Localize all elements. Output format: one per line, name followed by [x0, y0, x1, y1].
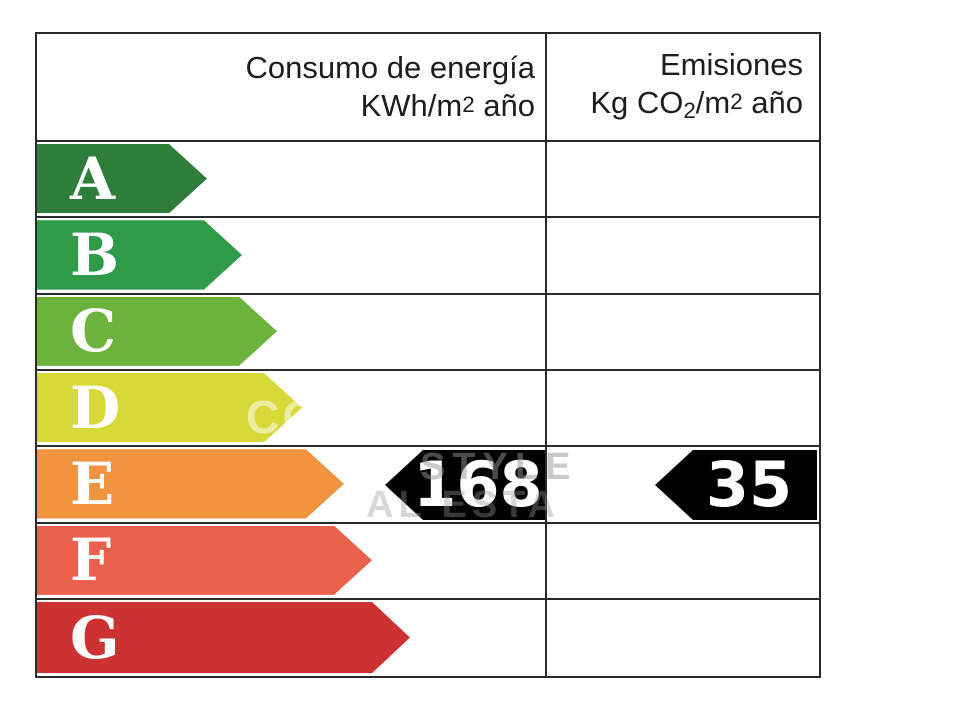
consumption-value-badge: 168 — [385, 450, 545, 520]
emissions-title: Emisiones — [660, 46, 803, 82]
rating-row-f: F — [37, 524, 819, 600]
rating-letter: C — [70, 297, 117, 366]
rating-row-e: E — [37, 447, 819, 524]
energy-rating-table: Consumo de energía KWh/m2 año Emisiones … — [35, 32, 821, 678]
table-header: Consumo de energía KWh/m2 año Emisiones … — [37, 34, 819, 142]
rating-arrow-c: C — [37, 297, 277, 366]
rating-letter: G — [70, 603, 120, 672]
rating-arrow-b: B — [37, 220, 242, 289]
rating-row-b: B — [37, 218, 819, 295]
rating-arrow-d: D — [37, 373, 302, 442]
emissions-column-header: Emisiones Kg CO2/m2 año — [545, 34, 819, 140]
rating-letter: E — [70, 449, 115, 518]
consumption-value: 168 — [413, 448, 543, 521]
rating-letter: D — [70, 373, 121, 442]
rating-letter: B — [70, 220, 120, 289]
rating-letter: F — [70, 526, 112, 595]
rating-arrow-e: E — [37, 449, 344, 518]
rating-row-c: C — [37, 295, 819, 371]
consumption-unit: KWh/m2 año — [360, 88, 535, 124]
rating-row-d: D — [37, 371, 819, 448]
emissions-unit: Kg CO2/m2 año — [590, 84, 803, 123]
rating-row-a: A — [37, 142, 819, 219]
consumption-title: Consumo de energía — [245, 50, 535, 86]
rating-arrow-g: G — [37, 602, 410, 673]
emissions-value: 35 — [705, 448, 793, 521]
rating-arrow-f: F — [37, 526, 372, 595]
rating-row-g: G — [37, 600, 819, 676]
rating-arrow-a: A — [37, 144, 207, 213]
rating-letter: A — [70, 144, 116, 213]
emissions-value-badge: 35 — [655, 450, 817, 520]
consumption-column-header: Consumo de energía KWh/m2 año — [37, 34, 545, 140]
column-divider — [545, 34, 547, 676]
